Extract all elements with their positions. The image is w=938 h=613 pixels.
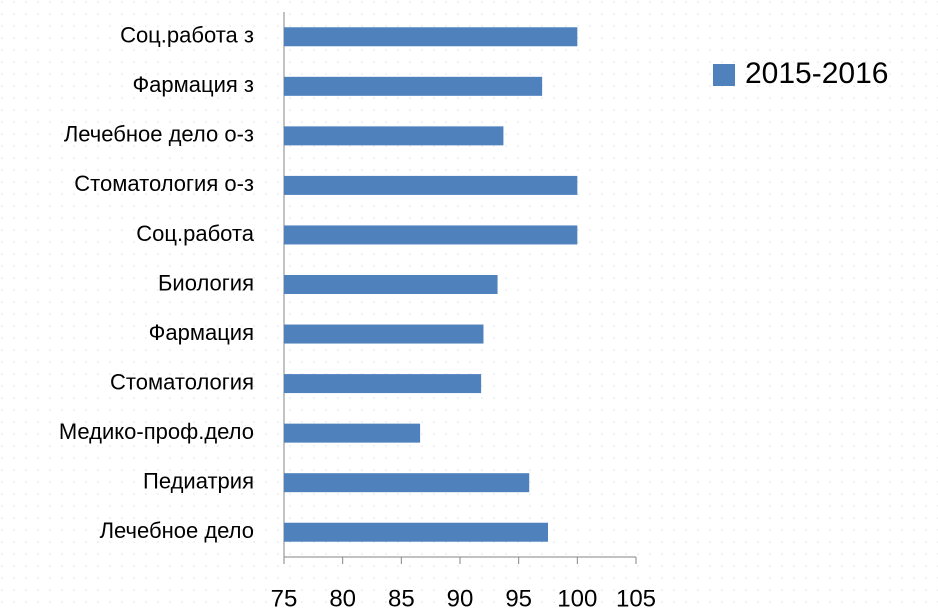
bar: [284, 27, 578, 47]
bar: [284, 423, 421, 443]
y-tick-label: Биология: [158, 270, 254, 295]
y-tick-label: Стоматология о-з: [74, 171, 254, 196]
x-tick-label: 85: [388, 585, 415, 612]
y-tick-label: Лечебное дело: [100, 518, 254, 543]
y-tick-label: Педиатрия: [143, 468, 254, 493]
legend-label: 2015-2016: [745, 57, 888, 90]
bar: [284, 324, 484, 344]
x-tick-label: 100: [557, 585, 597, 612]
bar: [284, 76, 543, 96]
y-tick-label: Лечебное дело о-з: [64, 122, 254, 147]
y-tick-label: Фармация з: [132, 72, 254, 97]
y-tick-label: Стоматология: [110, 369, 254, 394]
y-tick-label: Медико-проф.дело: [59, 419, 254, 444]
legend-swatch: [713, 64, 735, 86]
x-tick-label: 105: [616, 585, 656, 612]
bar: [284, 522, 548, 542]
bar: [284, 175, 578, 195]
bar: [284, 126, 504, 146]
x-tick-label: 75: [271, 585, 298, 612]
y-tick-label: Соц.работа: [136, 221, 254, 246]
bar: [284, 374, 482, 394]
y-tick-label: Соц.работа з: [120, 23, 254, 48]
bar: [284, 275, 498, 294]
bar: [284, 225, 578, 245]
x-tick-label: 80: [329, 585, 356, 612]
x-tick-label: 90: [447, 585, 474, 612]
bar: [284, 473, 530, 493]
y-tick-label: Фармация: [149, 320, 254, 345]
x-tick-label: 95: [505, 585, 532, 612]
